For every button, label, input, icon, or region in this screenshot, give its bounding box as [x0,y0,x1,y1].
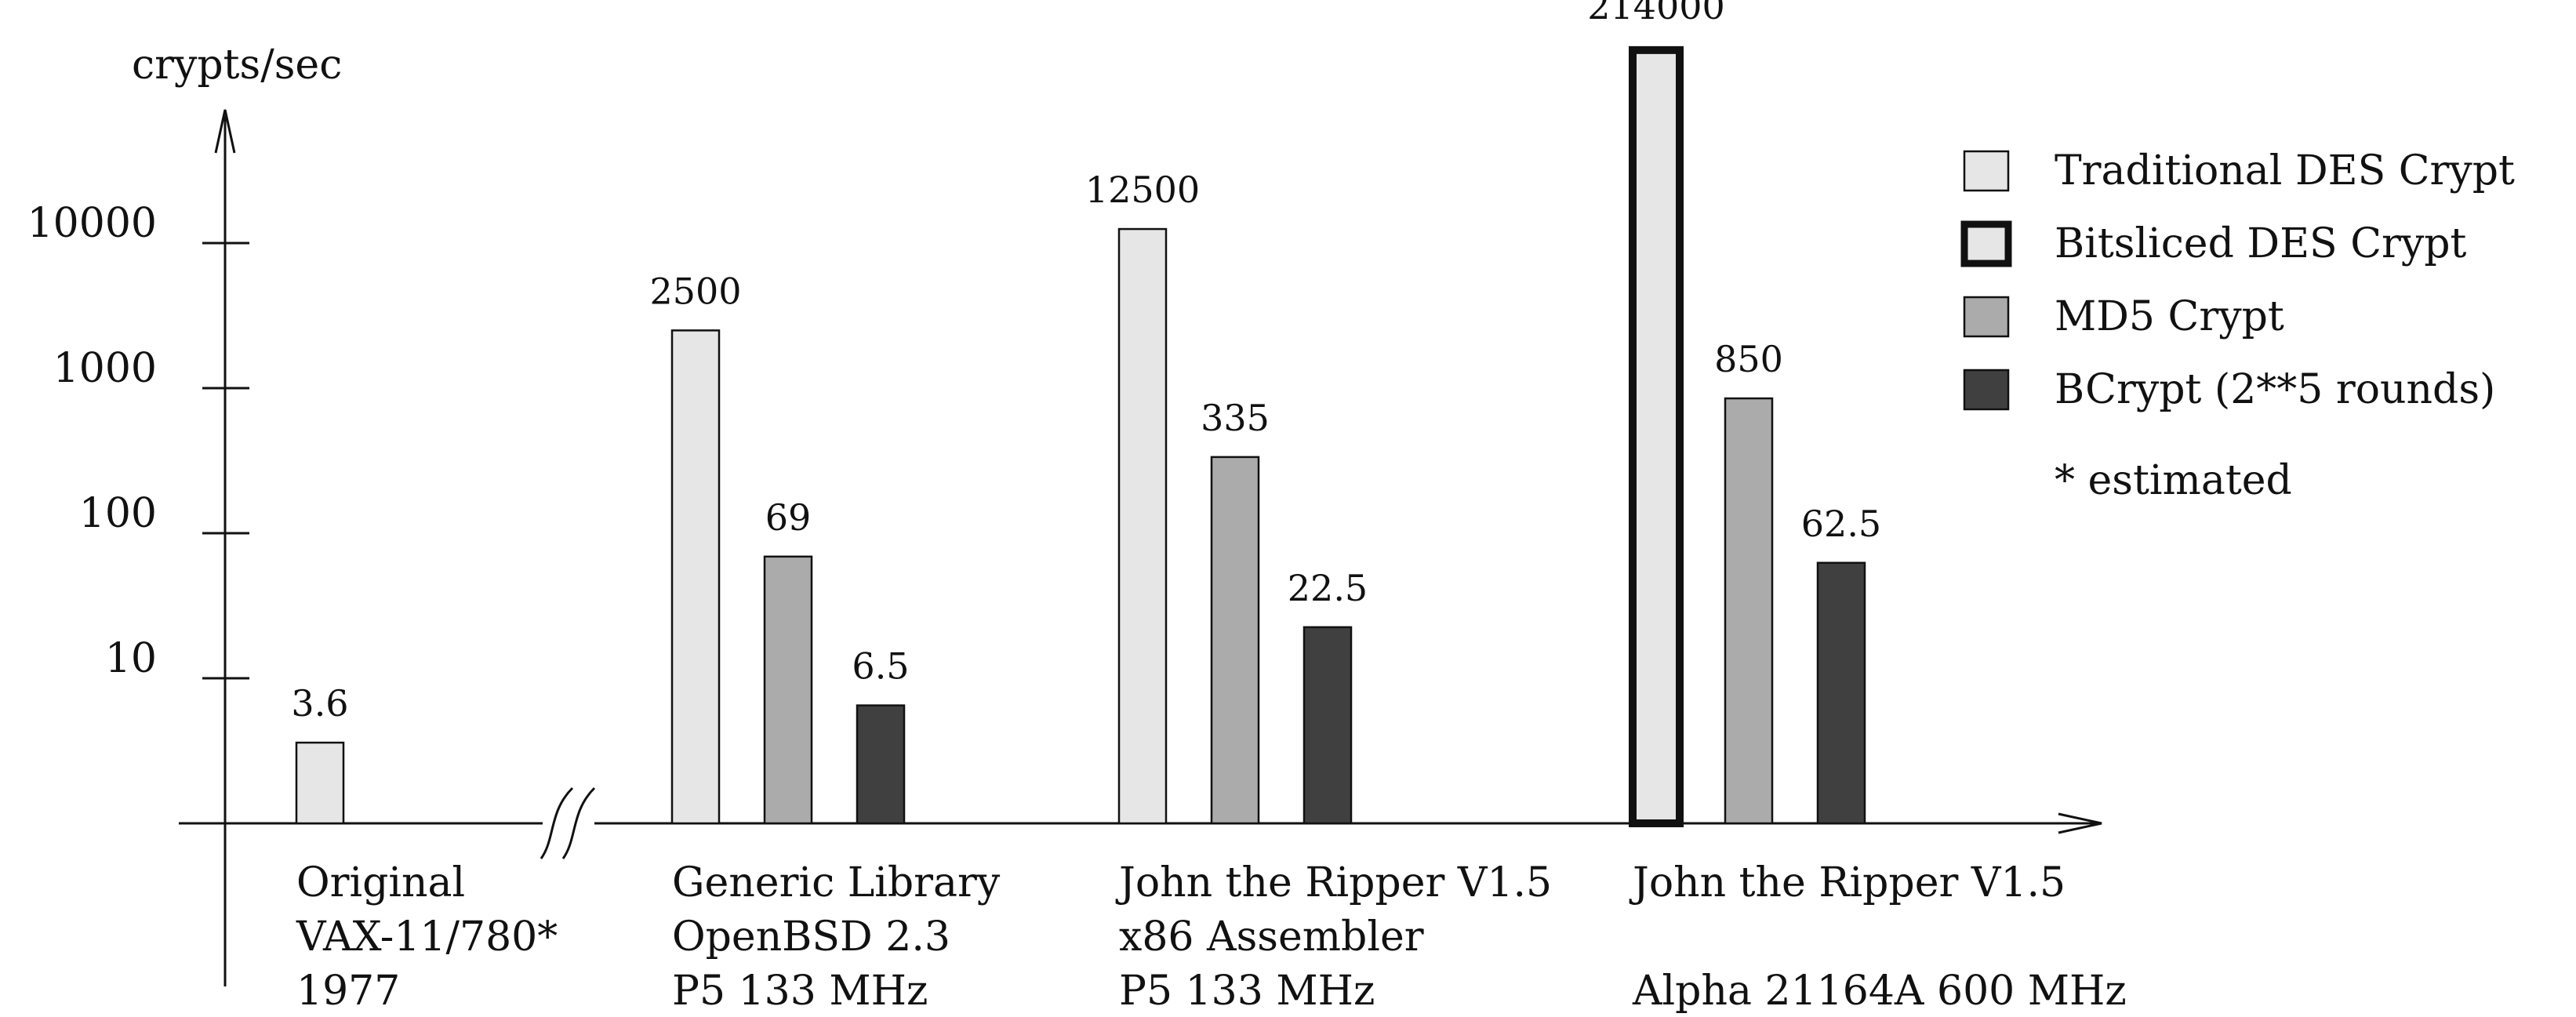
category-label-line: Original [296,859,465,906]
bar [1724,397,1774,825]
bar [1303,626,1353,825]
x-axis-arrow-icon [2058,812,2102,834]
category-label-line: John the Ripper V1.5 [1629,859,2066,906]
data-label: 62.5 [1801,503,1881,545]
y-tick-label: 100 [79,490,157,537]
category-label-line: Alpha 21164A 600 MHz [1632,968,2127,1013]
bars [295,45,1866,827]
category-label-line: P5 133 MHz [672,968,928,1013]
legend-swatch [1963,369,2010,411]
bar [295,741,345,825]
legend-swatch [1963,150,2010,192]
data-label: 22.5 [1288,567,1368,609]
data-label: 214000 [1587,0,1725,27]
data-label: 12500 [1085,169,1200,211]
bar [856,704,906,825]
category-label-line: OpenBSD 2.3 [672,913,950,961]
legend-swatch [1963,296,2010,338]
y-tick-label: 10000 [27,200,157,247]
bar [670,329,721,825]
axis-break-mark [540,786,574,859]
axis-break-mark [561,786,596,859]
legend-swatch [1960,220,2012,267]
data-label: 3.6 [291,682,348,725]
y-tick-label: 1000 [53,345,157,392]
legend: Traditional DES Crypt Bitsliced DES Crypt… [1960,147,2515,504]
bar [1816,561,1866,825]
bar [763,555,813,825]
legend-item-label: Bitsliced DES Crypt [2055,220,2467,267]
data-label: 2500 [649,270,741,312]
y-axis-title: crypts/sec [132,42,342,89]
bar [1117,227,1168,825]
data-labels: 3.6 2500 69 6.5 12500 335 22.5 214000 850 62.5 [291,0,1881,725]
axes: crypts/sec 10 100 1000 10000 [27,42,2102,986]
y-tick-label: 10 [105,635,157,682]
category-label-line: 1977 [296,968,400,1013]
category-label-line: Generic Library [672,859,1001,906]
category-label-line: VAX-11/780* [296,913,558,961]
data-label: 6.5 [852,645,909,688]
bar [1629,45,1684,827]
legend-item-label: BCrypt (2**5 rounds) [2055,366,2495,413]
data-label: 69 [765,496,812,539]
category-label-line: x86 Assembler [1119,913,1424,961]
data-label: 850 [1714,338,1783,380]
data-label: 335 [1201,397,1270,439]
category-label-line: P5 133 MHz [1119,968,1375,1013]
legend-item-label: Traditional DES Crypt [2055,147,2515,194]
bar [1210,456,1260,825]
category-labels: Original VAX-11/780* 1977 Generic Library Op… [296,859,2127,1015]
category-label-line: John the Ripper V1.5 [1115,859,1552,906]
legend-item-label: MD5 Crypt [2055,293,2284,340]
legend-note: * estimated [2055,457,2292,504]
y-axis-arrow-icon [214,109,236,154]
